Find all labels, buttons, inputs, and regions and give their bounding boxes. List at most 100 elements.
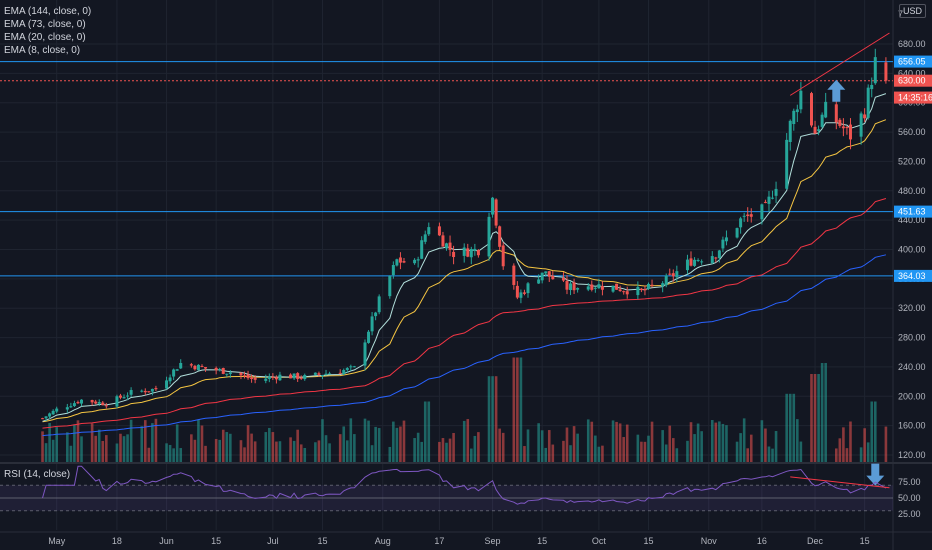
volume-bar (636, 434, 640, 462)
candle-body (143, 390, 147, 393)
volume-bar (143, 420, 147, 462)
volume-bar (664, 444, 668, 462)
candle-body (140, 390, 144, 392)
candle-body (739, 218, 743, 228)
legend-ema73[interactable]: EMA (73, close, 0) (4, 19, 86, 30)
legend-rsi[interactable]: RSI (14, close) (4, 469, 71, 480)
volume-bar (154, 418, 158, 462)
price-tick-label: 320.00 (898, 303, 926, 313)
candle-body (452, 251, 456, 258)
candle-body (41, 418, 45, 420)
volume-bar (643, 441, 647, 462)
volume-bar (721, 423, 725, 462)
candle-body (345, 368, 349, 371)
volume-bar (413, 438, 416, 462)
volume-bar (119, 433, 122, 462)
volume-bar (73, 424, 76, 462)
candle-body (267, 376, 271, 379)
candle-body (147, 391, 151, 393)
candle-body (274, 377, 278, 380)
legend-ema8[interactable]: EMA (8, close, 0) (4, 45, 81, 56)
candle-body (689, 258, 693, 266)
candle-body (225, 373, 229, 375)
volume-bar (771, 448, 774, 462)
legend-ema144[interactable]: EMA (144, close, 0) (4, 6, 92, 17)
candle-body (402, 261, 406, 263)
candle-body (572, 282, 576, 291)
volume-bar (693, 434, 696, 462)
candle-body (742, 215, 746, 217)
price-label-tag (894, 269, 932, 282)
volume-bar (115, 443, 119, 462)
rsi-tick-label: 75.00 (898, 477, 921, 487)
time-tick-label: Oct (592, 536, 607, 546)
rsi-pane[interactable] (0, 465, 893, 512)
volume-bar (562, 440, 565, 462)
volume-bar (689, 422, 693, 462)
volume-bar (345, 440, 349, 462)
candle-body (845, 127, 849, 129)
volume-bar (735, 441, 739, 462)
volume-bar (268, 427, 271, 462)
time-tick-label: May (48, 536, 66, 546)
candlesticks[interactable] (41, 48, 888, 422)
candle-body (200, 365, 204, 367)
candle-body (328, 373, 332, 375)
volume-bar (292, 440, 296, 462)
volume-bar (278, 441, 282, 462)
candle-body (278, 374, 282, 381)
price-label-last: 630.00 (898, 76, 926, 86)
drawings[interactable] (789, 32, 890, 486)
time-axis[interactable]: May 18 Jun 15 Jul 15 Aug 17 Sep 15 Oct 15 Nov 16 Dec 15 (48, 536, 869, 546)
volume-bar (445, 442, 448, 462)
volume-bar (494, 376, 498, 462)
volume-bar (55, 427, 58, 462)
candle-body (714, 257, 718, 259)
volume-bar (785, 393, 788, 462)
volume-bar (392, 421, 395, 462)
candle-body (717, 250, 721, 259)
volume-bar (764, 428, 767, 462)
candle-body (313, 372, 317, 375)
volume-bar (537, 423, 540, 462)
volume-bar (625, 424, 629, 462)
candle-body (476, 250, 480, 256)
volume-bar (863, 428, 866, 462)
candle-body (413, 259, 417, 264)
candle-body (870, 84, 874, 90)
price-axis[interactable]: 75.00 50.00 25.00 7 120.00 160.00 200.00 240.00… (894, 9, 932, 519)
candle-body (817, 129, 821, 131)
volume-bar (835, 448, 838, 462)
candle-body (820, 114, 824, 127)
candle-body (441, 235, 445, 247)
volume-bar (540, 430, 544, 462)
volume-bar (271, 432, 275, 462)
volume-bar (544, 447, 548, 462)
price-label-timer: 14:35:16 (898, 93, 932, 103)
volume-bar (349, 418, 353, 462)
candle-body (126, 395, 130, 397)
legend-ema20[interactable]: EMA (20, close, 0) (4, 32, 86, 43)
volume-bar (473, 435, 477, 462)
volume-bar (214, 439, 218, 462)
candle-body (841, 126, 845, 129)
candle-body (650, 284, 654, 286)
volume-bar (551, 444, 555, 462)
candle-body (168, 377, 172, 382)
volume-bar (710, 419, 714, 462)
volume-bar (512, 357, 516, 462)
volume-bar (501, 432, 505, 462)
volume-bar (129, 419, 133, 462)
currency-label[interactable]: USD (898, 4, 926, 18)
candle-body (664, 275, 668, 286)
candle-body (700, 261, 704, 263)
volume-bar (601, 445, 604, 462)
volume-bar (547, 430, 551, 462)
candle-body (675, 271, 679, 278)
volume-bar (69, 445, 73, 462)
volume-bar (661, 430, 664, 462)
candle-body (760, 204, 764, 220)
volume-bar (179, 448, 183, 462)
